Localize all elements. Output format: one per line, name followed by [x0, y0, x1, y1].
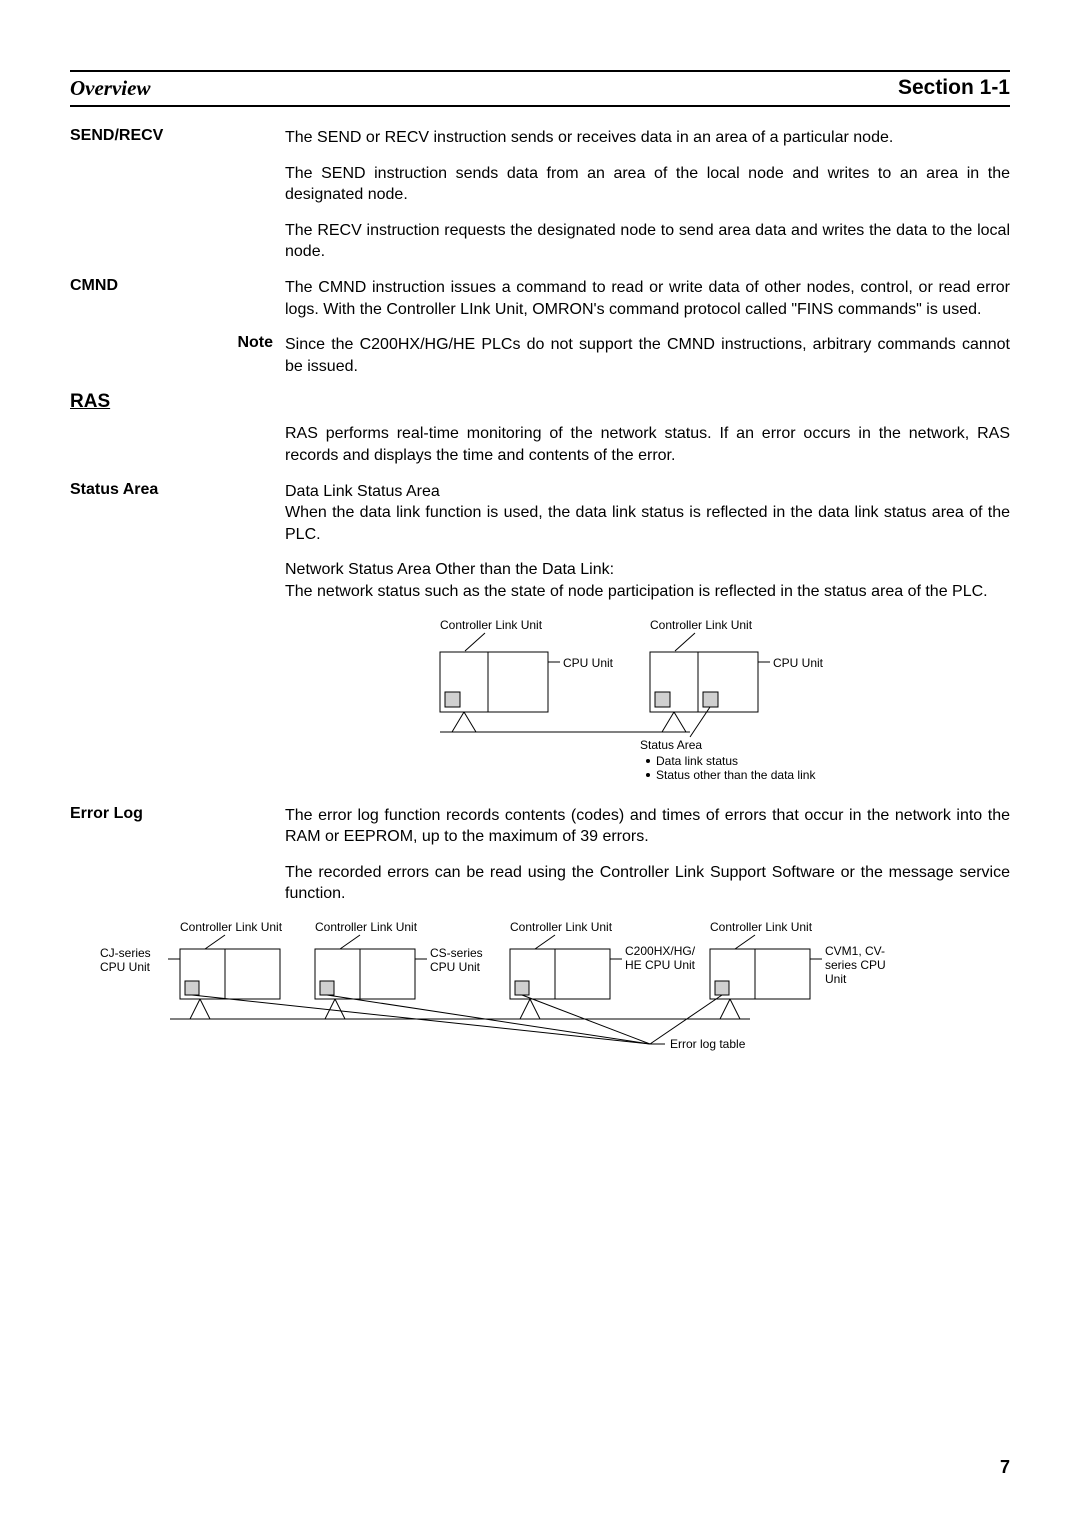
errlog-row1: Error Log The error log function records… — [70, 805, 1010, 848]
ras-heading: RAS — [70, 391, 1010, 413]
note-row: Note Since the C200HX/HG/HE PLCs do not … — [70, 334, 1010, 377]
d2-errtable: Error log table — [670, 1037, 746, 1051]
status-label: Status Area — [70, 481, 285, 546]
sendrecv-p2: The SEND instruction sends data from an … — [285, 163, 1010, 206]
errlog-p1: The error log function records contents … — [285, 805, 1010, 848]
status-diagram-svg: Controller Link Unit CPU Unit Controller… — [400, 617, 900, 782]
status-diagram: Controller Link Unit CPU Unit Controller… — [400, 617, 1010, 787]
cmnd-label: CMND — [70, 277, 285, 320]
errlog-label: Error Log — [70, 805, 285, 848]
status-row2: Network Status Area Other than the Data … — [70, 559, 1010, 602]
errlog-p2: The recorded errors can be read using th… — [285, 862, 1010, 905]
d1-clu1-label: Controller Link Unit — [440, 618, 543, 632]
status-row1: Status Area Data Link Status Area When t… — [70, 481, 1010, 546]
d2-clu3: Controller Link Unit — [510, 920, 613, 934]
d2-clu2: Controller Link Unit — [315, 920, 418, 934]
d1-clu2-label: Controller Link Unit — [650, 618, 753, 632]
note-p1: Since the C200HX/HG/HE PLCs do not suppo… — [285, 334, 1010, 377]
header-overview: Overview — [70, 76, 150, 101]
errlog-row2: The recorded errors can be read using th… — [70, 862, 1010, 905]
page-header: Overview Section 1-1 — [70, 70, 1010, 107]
d1-cpu2-label: CPU Unit — [773, 656, 824, 670]
status-p1a: Data Link Status Area — [285, 481, 1010, 503]
d1-bullet1: Data link status — [656, 754, 738, 768]
status-p2a: Network Status Area Other than the Data … — [285, 559, 1010, 581]
d1-cpu1-label: CPU Unit — [563, 656, 614, 670]
ras-p1: RAS performs real-time monitoring of the… — [285, 423, 1010, 466]
d2-c200b: HE CPU Unit — [625, 958, 696, 972]
page-number: 7 — [1000, 1457, 1010, 1478]
errlog-diagram-svg: Controller Link Unit Controller Link Uni… — [70, 919, 1010, 1059]
d2-clu4: Controller Link Unit — [710, 920, 813, 934]
sendrecv-row3: The RECV instruction requests the design… — [70, 220, 1010, 263]
errlog-diagram: Controller Link Unit Controller Link Uni… — [70, 919, 1010, 1064]
header-section: Section 1-1 — [898, 76, 1010, 101]
sendrecv-row1: SEND/RECV The SEND or RECV instruction s… — [70, 127, 1010, 149]
ras-row: RAS performs real-time monitoring of the… — [70, 423, 1010, 466]
d2-cs1: CS-series — [430, 946, 483, 960]
d2-cvm1c: Unit — [825, 972, 847, 986]
status-p2b: The network status such as the state of … — [285, 581, 1010, 603]
d2-clu1: Controller Link Unit — [180, 920, 283, 934]
sendrecv-label: SEND/RECV — [70, 127, 285, 149]
d2-c200a: C200HX/HG/ — [625, 944, 696, 958]
sendrecv-p1: The SEND or RECV instruction sends or re… — [285, 127, 1010, 149]
sendrecv-row2: The SEND instruction sends data from an … — [70, 163, 1010, 206]
sendrecv-p3: The RECV instruction requests the design… — [285, 220, 1010, 263]
d2-cj2: CPU Unit — [100, 960, 151, 974]
note-label: Note — [70, 334, 285, 377]
d2-cvm1a: CVM1, CV- — [825, 944, 885, 958]
cmnd-row: CMND The CMND instruction issues a comma… — [70, 277, 1010, 320]
cmnd-p1: The CMND instruction issues a command to… — [285, 277, 1010, 320]
d1-bullet2: Status other than the data link — [656, 768, 816, 782]
d2-cs2: CPU Unit — [430, 960, 481, 974]
d1-status-area: Status Area — [640, 738, 702, 752]
d2-cvm1b: series CPU — [825, 958, 886, 972]
status-p1b: When the data link function is used, the… — [285, 502, 1010, 545]
d2-cj1: CJ-series — [100, 946, 151, 960]
